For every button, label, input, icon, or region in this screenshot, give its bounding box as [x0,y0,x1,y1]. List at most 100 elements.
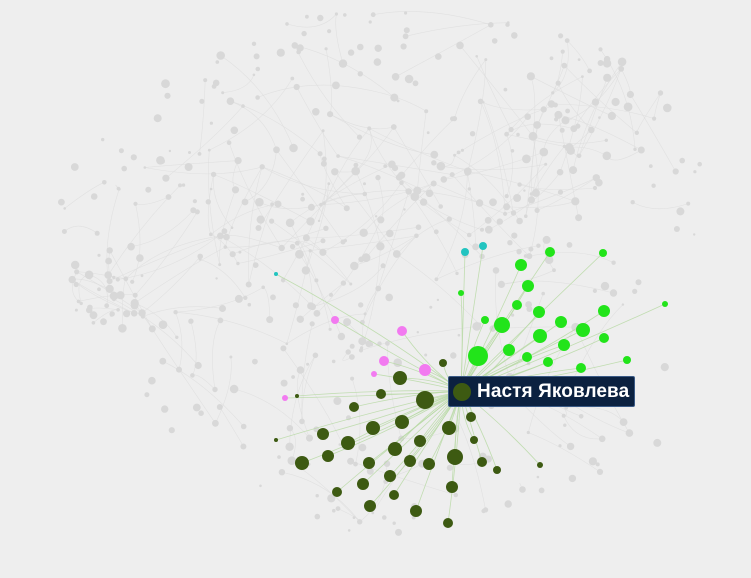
dark-green-node[interactable] [466,412,476,422]
background-node[interactable] [132,292,138,298]
background-node[interactable] [327,111,334,118]
background-node[interactable] [526,253,533,260]
background-node[interactable] [419,198,428,206]
background-node[interactable] [391,73,400,81]
background-node[interactable] [209,232,213,237]
background-node[interactable] [522,154,531,164]
bright-green-node[interactable] [662,301,668,307]
background-node[interactable] [104,271,112,279]
background-node[interactable] [426,131,430,135]
background-node[interactable] [577,58,581,61]
background-node[interactable] [566,242,573,248]
background-node[interactable] [329,292,333,297]
background-node[interactable] [280,345,287,352]
background-node[interactable] [536,475,540,479]
background-node[interactable] [168,149,172,153]
dark-green-node[interactable] [447,449,463,465]
background-node[interactable] [440,176,448,183]
background-node[interactable] [241,198,249,206]
background-node[interactable] [109,311,115,317]
background-node[interactable] [280,379,288,387]
background-node[interactable] [524,214,528,218]
pink-node[interactable] [371,371,377,377]
background-node[interactable] [347,457,355,465]
background-node[interactable] [301,266,311,275]
background-node[interactable] [216,404,223,410]
dark-green-node[interactable] [357,478,369,490]
background-node[interactable] [482,101,485,104]
background-node[interactable] [534,207,540,213]
dark-green-node[interactable] [322,450,334,462]
background-node[interactable] [219,305,226,312]
background-node[interactable] [321,129,325,133]
pink-node[interactable] [397,326,407,336]
background-node[interactable] [513,194,522,202]
bright-green-node[interactable] [468,346,488,366]
background-node[interactable] [145,186,152,193]
dark-green-node[interactable] [442,421,456,435]
background-node[interactable] [436,161,446,171]
background-node[interactable] [623,102,633,112]
background-node[interactable] [212,419,219,427]
background-node[interactable] [345,349,351,355]
background-node[interactable] [480,227,484,232]
background-node[interactable] [510,210,517,216]
background-node[interactable] [651,183,656,188]
background-node[interactable] [320,160,327,167]
background-node[interactable] [540,106,547,113]
background-node[interactable] [516,132,520,137]
background-node[interactable] [581,75,584,78]
background-node[interactable] [358,348,364,353]
background-node[interactable] [290,76,295,81]
background-node[interactable] [489,198,497,207]
background-node[interactable] [276,48,285,57]
background-node[interactable] [90,193,98,200]
dark-green-node[interactable] [443,518,453,528]
background-node[interactable] [285,218,295,228]
background-node[interactable] [287,456,297,466]
background-node[interactable] [597,60,604,66]
bright-green-node[interactable] [522,352,532,362]
background-node[interactable] [558,33,564,39]
background-node[interactable] [291,42,299,49]
background-node[interactable] [464,170,471,176]
background-node[interactable] [528,246,534,252]
background-node[interactable] [61,229,67,234]
background-node[interactable] [301,30,307,37]
bright-green-node[interactable] [481,316,489,324]
background-node[interactable] [203,78,208,83]
background-node[interactable] [491,38,498,44]
bright-green-node[interactable] [558,339,570,351]
background-node[interactable] [71,260,80,270]
background-node[interactable] [327,29,332,34]
background-node[interactable] [484,58,488,62]
bright-green-node[interactable] [576,363,586,373]
background-node[interactable] [123,310,131,318]
background-node[interactable] [450,116,455,122]
background-node[interactable] [358,443,367,452]
background-node[interactable] [602,151,612,161]
background-node[interactable] [306,362,310,366]
background-node[interactable] [435,53,442,60]
background-node[interactable] [351,166,361,176]
background-node[interactable] [259,484,262,488]
bright-green-node[interactable] [576,323,590,337]
teal-node[interactable] [274,272,278,276]
background-node[interactable] [184,163,193,171]
background-node[interactable] [295,249,304,259]
background-node[interactable] [312,108,320,116]
background-node[interactable] [363,182,366,186]
background-node[interactable] [600,281,610,291]
background-node[interactable] [385,341,390,346]
background-node[interactable] [403,27,410,34]
background-node[interactable] [536,243,541,248]
background-node[interactable] [595,462,600,467]
background-node[interactable] [523,189,526,192]
background-node[interactable] [598,116,601,119]
background-node[interactable] [697,161,702,167]
background-node[interactable] [660,363,669,372]
background-node[interactable] [390,124,397,130]
dark-green-node[interactable] [404,455,416,467]
background-node[interactable] [153,114,162,123]
background-node[interactable] [412,80,419,87]
